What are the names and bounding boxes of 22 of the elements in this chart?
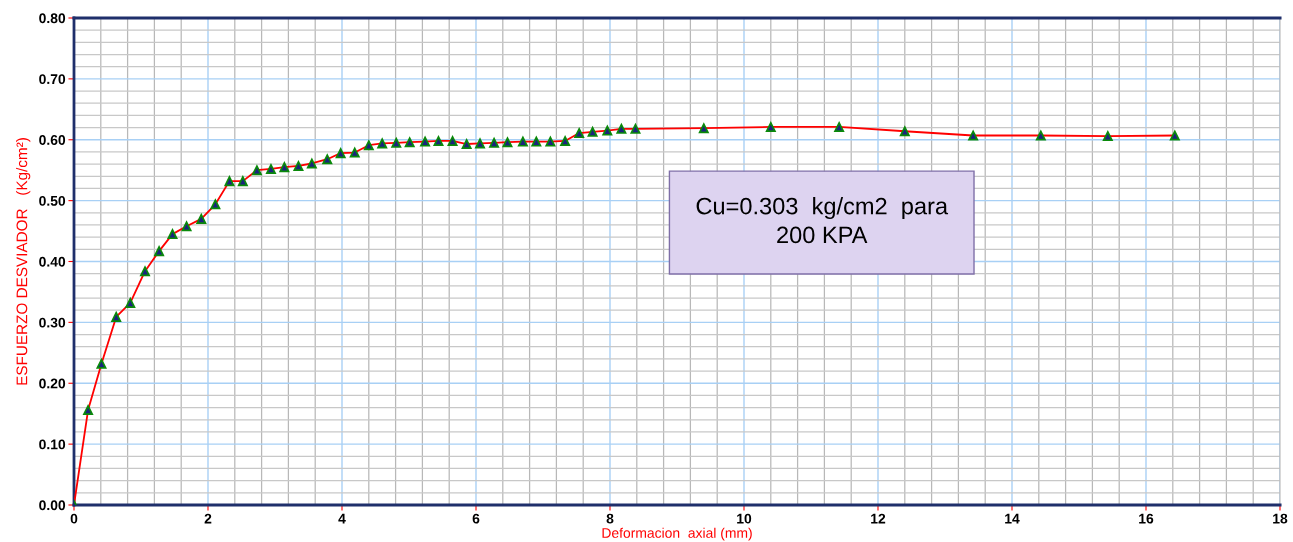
x-tick-label: 0 (70, 513, 78, 524)
x-tick-label: 4 (338, 513, 346, 524)
x-tick-label: 12 (871, 513, 886, 524)
x-tick-label: 10 (737, 513, 752, 524)
annotation: Cu=0.303 kg/cm2 para 200 KPA (696, 197, 949, 244)
y-tick-label: 0.20 (39, 378, 66, 389)
x-axis-title: Deformacion axial (mm) (602, 527, 752, 541)
x-tick-label: 2 (204, 513, 212, 524)
y-tick-label: 0.70 (39, 74, 66, 85)
y-tick-label: 0.00 (39, 500, 66, 511)
y-tick-label: 0.80 (39, 13, 66, 24)
x-tick-label: 8 (606, 513, 614, 524)
x-tick-label: 14 (1005, 513, 1020, 524)
x-tick-label: 6 (472, 513, 480, 524)
y-tick-label: 0.30 (39, 317, 66, 328)
x-tick-label: 16 (1139, 513, 1154, 524)
y-axis-title: ESFUERZO DESVIADOR (Kg/cm²) (16, 138, 31, 385)
y-tick-label: 0.10 (39, 439, 66, 450)
x-tick-label: 18 (1273, 513, 1288, 524)
y-tick-label: 0.50 (39, 195, 66, 206)
y-tick-label: 0.40 (39, 256, 66, 267)
y-tick-label: 0.60 (39, 135, 66, 145)
